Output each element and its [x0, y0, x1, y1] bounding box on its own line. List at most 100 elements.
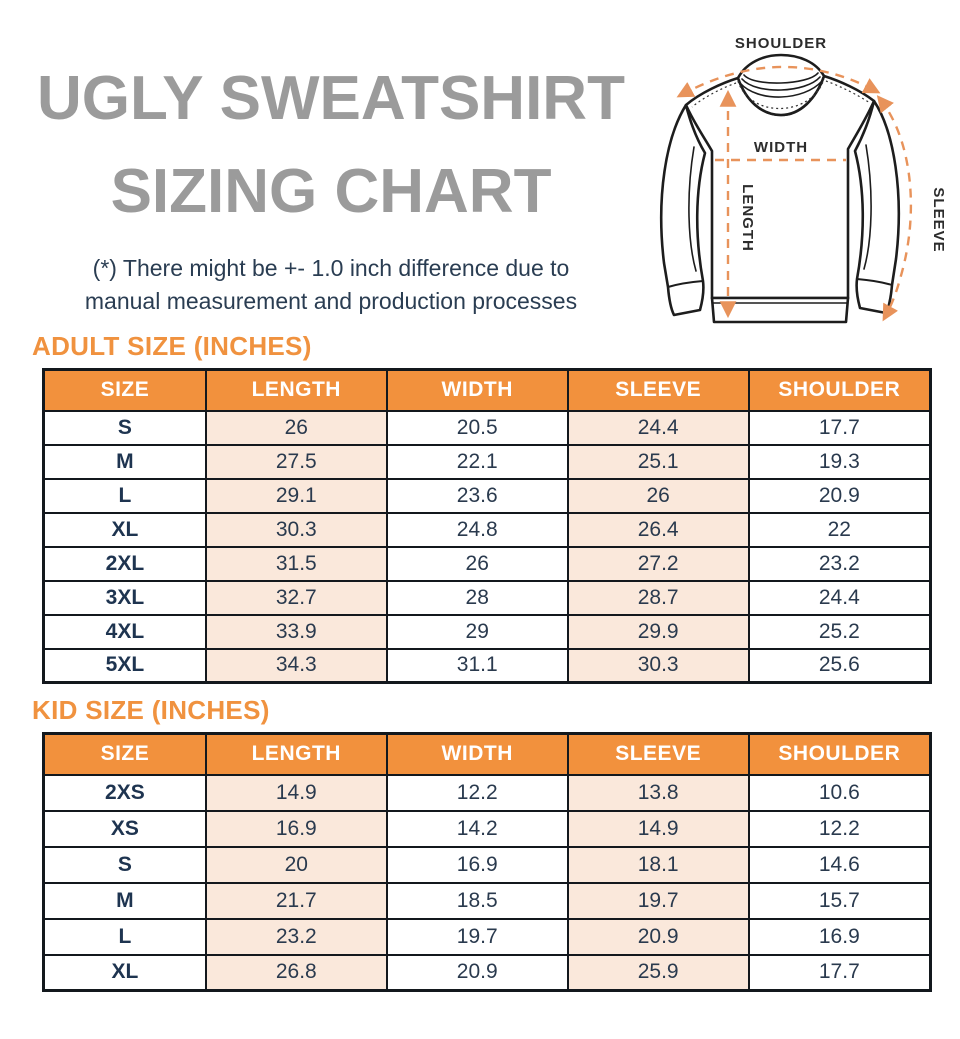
- size-cell: XS: [42, 809, 207, 848]
- shoulder-seam-stitch-icon: [691, 82, 737, 108]
- shoulder-arrow-icon: [676, 65, 881, 98]
- value-cell: 18.1: [566, 845, 750, 884]
- shoulder-seam-stitch-icon: [825, 80, 871, 104]
- value-cell: 20.9: [385, 953, 569, 992]
- value-cell: 23.2: [747, 545, 932, 582]
- value-cell: 24.4: [566, 409, 750, 446]
- table-row: S 20 16.9 18.1 14.6: [42, 845, 932, 884]
- value-cell: 14.6: [747, 845, 932, 884]
- table-row: L 29.1 23.6 26 20.9: [42, 477, 932, 514]
- value-cell: 18.5: [385, 881, 569, 920]
- value-cell: 14.2: [385, 809, 569, 848]
- value-cell: 16.9: [204, 809, 388, 848]
- column-header-width: WIDTH: [385, 368, 569, 412]
- value-cell: 28.7: [566, 579, 750, 616]
- value-cell: 20.5: [385, 409, 569, 446]
- header-row: SIZE LENGTH WIDTH SLEEVE SHOULDER: [42, 732, 932, 776]
- column-header-sleeve: SLEEVE: [566, 732, 750, 776]
- value-cell: 19.7: [385, 917, 569, 956]
- adult-section-heading: ADULT SIZE (INCHES): [32, 331, 312, 361]
- value-cell: 15.7: [747, 881, 932, 920]
- table-row: L 23.2 19.7 20.9 16.9: [42, 917, 932, 956]
- disclaimer-text: (*) There might be +- 1.0 inch differenc…: [0, 252, 662, 317]
- value-cell: 27.5: [204, 443, 388, 480]
- value-cell: 23.6: [385, 477, 569, 514]
- value-cell: 29.9: [566, 613, 750, 650]
- value-cell: 29.1: [204, 477, 388, 514]
- size-cell: M: [42, 881, 207, 920]
- size-cell: L: [42, 477, 207, 514]
- value-cell: 24.8: [385, 511, 569, 548]
- width-label: WIDTH: [754, 139, 808, 156]
- table-row: 4XL 33.9 29 29.9 25.2: [42, 613, 932, 650]
- sleeve-arrow-icon: [876, 95, 913, 322]
- value-cell: 25.1: [566, 443, 750, 480]
- length-label: LENGTH: [739, 184, 756, 252]
- table-row: XL 26.8 20.9 25.9 17.7: [42, 953, 932, 992]
- column-header-sleeve: SLEEVE: [566, 368, 750, 412]
- value-cell: 30.3: [204, 511, 388, 548]
- value-cell: 25.2: [747, 613, 932, 650]
- value-cell: 14.9: [566, 809, 750, 848]
- column-header-shoulder: SHOULDER: [747, 368, 932, 412]
- column-header-length: LENGTH: [204, 732, 388, 776]
- value-cell: 26: [385, 545, 569, 582]
- value-cell: 17.7: [747, 953, 932, 992]
- value-cell: 20.9: [747, 477, 932, 514]
- value-cell: 22.1: [385, 443, 569, 480]
- column-header-size: SIZE: [42, 368, 207, 412]
- value-cell: 23.2: [204, 917, 388, 956]
- table-row: M 27.5 22.1 25.1 19.3: [42, 443, 932, 480]
- shoulder-label: SHOULDER: [735, 35, 827, 52]
- value-cell: 32.7: [204, 579, 388, 616]
- adult-size-table: SIZE LENGTH WIDTH SLEEVE SHOULDER S 26 20.5 24.4…: [42, 368, 932, 684]
- size-cell: 2XL: [42, 545, 207, 582]
- table-row: S 26 20.5 24.4 17.7: [42, 409, 932, 446]
- table-row: 2XL 31.5 26 27.2 23.2: [42, 545, 932, 582]
- column-header-shoulder: SHOULDER: [747, 732, 932, 776]
- value-cell: 19.7: [566, 881, 750, 920]
- sweatshirt-diagram: SHOULDER WIDTH LENGTH SLEEVE: [659, 35, 947, 324]
- value-cell: 31.1: [385, 647, 569, 684]
- size-cell: M: [42, 443, 207, 480]
- value-cell: 26: [204, 409, 388, 446]
- column-header-size: SIZE: [42, 732, 207, 776]
- title-block: UGLY SWEATSHIRT SIZING CHART (*) There m…: [0, 52, 662, 317]
- value-cell: 17.7: [747, 409, 932, 446]
- page-title-line1: UGLY SWEATSHIRT: [37, 64, 625, 133]
- value-cell: 33.9: [204, 613, 388, 650]
- value-cell: 21.7: [204, 881, 388, 920]
- column-header-length: LENGTH: [204, 368, 388, 412]
- disclaimer-line1: (*) There might be +- 1.0 inch differenc…: [92, 255, 570, 281]
- size-cell: S: [42, 845, 207, 884]
- table-row: 5XL 34.3 31.1 30.3 25.6: [42, 647, 932, 684]
- value-cell: 19.3: [747, 443, 932, 480]
- size-cell: 5XL: [42, 647, 207, 684]
- value-cell: 26.4: [566, 511, 750, 548]
- table-row: 3XL 32.7 28 28.7 24.4: [42, 579, 932, 616]
- value-cell: 27.2: [566, 545, 750, 582]
- value-cell: 26: [566, 477, 750, 514]
- value-cell: 16.9: [747, 917, 932, 956]
- disclaimer-line2: manual measurement and production proces…: [84, 287, 578, 314]
- value-cell: 29: [385, 613, 569, 650]
- value-cell: 31.5: [204, 545, 388, 582]
- size-cell: L: [42, 917, 207, 956]
- size-cell: XL: [42, 953, 207, 992]
- table-row: 2XS 14.9 12.2 13.8 10.6: [42, 773, 932, 812]
- kid-size-table: SIZE LENGTH WIDTH SLEEVE SHOULDER 2XS 14.9 12.2…: [42, 732, 932, 992]
- value-cell: 25.9: [566, 953, 750, 992]
- value-cell: 25.6: [747, 647, 932, 684]
- page-title-line2: SIZING CHART: [110, 157, 552, 226]
- size-cell: XL: [42, 511, 207, 548]
- column-header-width: WIDTH: [385, 732, 569, 776]
- size-cell: 2XS: [42, 773, 207, 812]
- size-cell: S: [42, 409, 207, 446]
- sweatshirt-outline-icon: [659, 53, 901, 324]
- value-cell: 30.3: [566, 647, 750, 684]
- value-cell: 20: [204, 845, 388, 884]
- value-cell: 20.9: [566, 917, 750, 956]
- value-cell: 13.8: [566, 773, 750, 812]
- size-cell: 4XL: [42, 613, 207, 650]
